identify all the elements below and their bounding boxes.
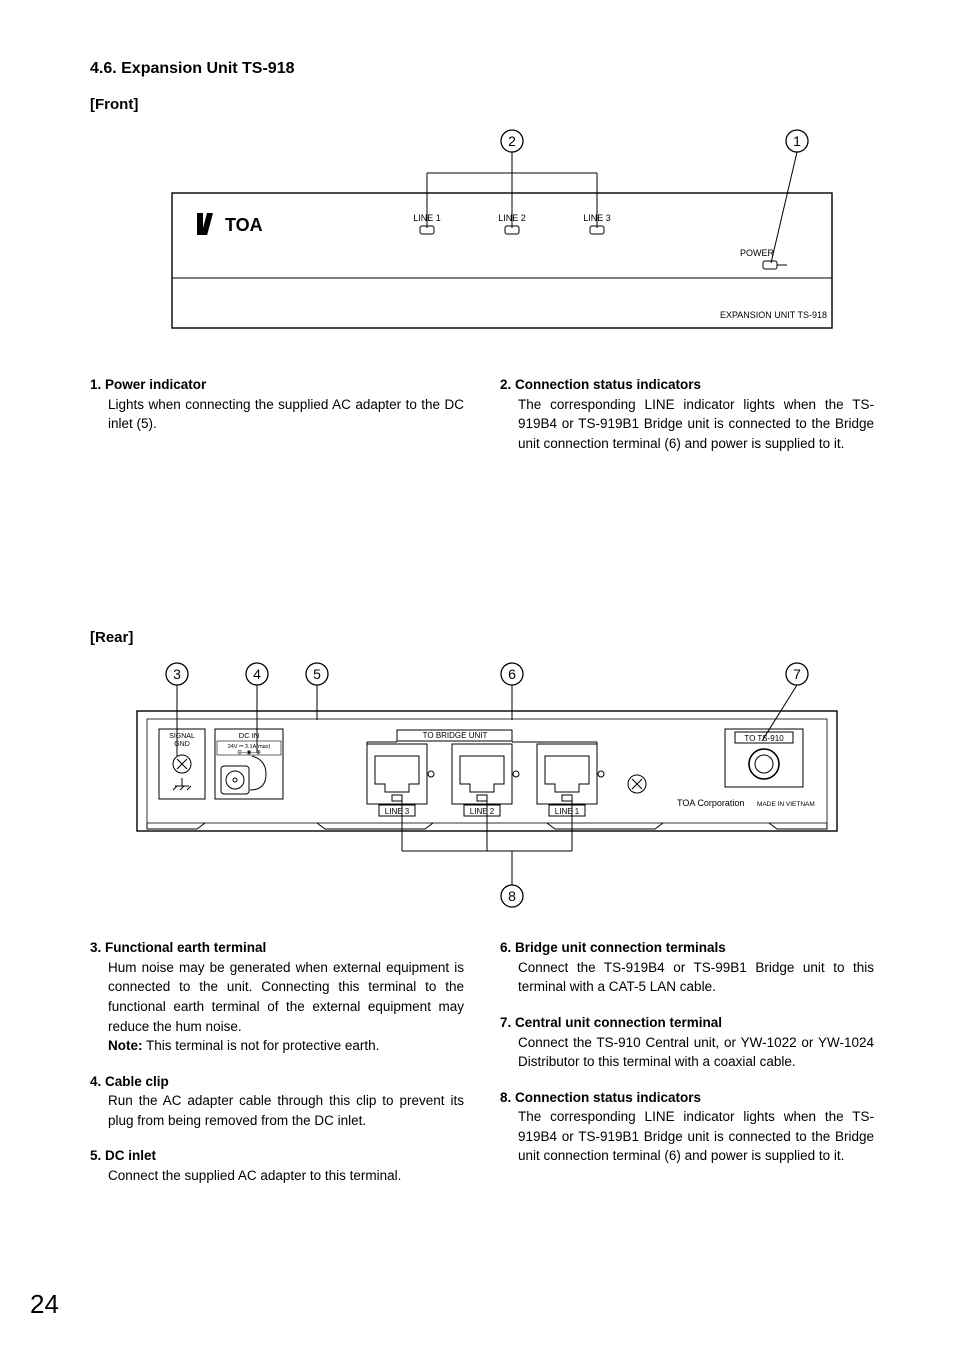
front-label: [Front]	[90, 96, 874, 113]
svg-text:POWER: POWER	[740, 248, 775, 258]
item-3-body: Hum noise may be generated when external…	[90, 958, 464, 1056]
item-2: 2. Connection status indicators The corr…	[500, 375, 874, 453]
svg-text:LINE 3: LINE 3	[583, 213, 611, 223]
svg-text:LINE 1: LINE 1	[555, 807, 580, 816]
svg-text:EXPANSION UNIT TS-918: EXPANSION UNIT TS-918	[720, 310, 827, 320]
item-5-title: 5. DC inlet	[90, 1146, 464, 1166]
item-6: 6. Bridge unit connection terminals Conn…	[500, 938, 874, 997]
item-7-title: 7. Central unit connection terminal	[500, 1013, 874, 1033]
item-2-body: The corresponding LINE indicator lights …	[500, 395, 874, 454]
item-5: 5. DC inlet Connect the supplied AC adap…	[90, 1146, 464, 1185]
svg-text:MADE IN VIETNAM: MADE IN VIETNAM	[757, 801, 815, 808]
item-2-title: 2. Connection status indicators	[500, 375, 874, 395]
item-1-body: Lights when connecting the supplied AC a…	[90, 395, 464, 434]
svg-text:GND: GND	[174, 741, 190, 748]
item-4: 4. Cable clip Run the AC adapter cable t…	[90, 1072, 464, 1131]
item-1-title: 1. Power indicator	[90, 375, 464, 395]
svg-text:TOA Corporation: TOA Corporation	[677, 798, 744, 808]
svg-text:5: 5	[313, 666, 321, 682]
svg-text:2: 2	[508, 133, 516, 149]
item-6-title: 6. Bridge unit connection terminals	[500, 938, 874, 958]
svg-text:TO BRIDGE UNIT: TO BRIDGE UNIT	[423, 731, 488, 740]
svg-text:1: 1	[793, 133, 801, 149]
rear-panel-diagram: 3 4 5 6 7 8 SIGNAL GND	[117, 656, 847, 916]
item-3-note-body: This terminal is not for protective eart…	[143, 1038, 380, 1053]
svg-text:7: 7	[793, 666, 801, 682]
rear-description-columns: 3. Functional earth terminal Hum noise m…	[90, 938, 874, 1201]
item-7: 7. Central unit connection terminal Conn…	[500, 1013, 874, 1072]
svg-text:SIGNAL: SIGNAL	[169, 733, 195, 740]
item-3-note-label: Note:	[108, 1038, 143, 1053]
svg-text:6: 6	[508, 666, 516, 682]
front-description-columns: 1. Power indicator Lights when connectin…	[90, 375, 874, 469]
svg-text:DC IN: DC IN	[239, 731, 259, 740]
item-4-body: Run the AC adapter cable through this cl…	[90, 1091, 464, 1130]
item-6-body: Connect the TS-919B4 or TS-99B1 Bridge u…	[500, 958, 874, 997]
rear-label: [Rear]	[90, 629, 874, 646]
svg-text:4: 4	[253, 666, 261, 682]
svg-text:LINE 2: LINE 2	[470, 807, 495, 816]
item-8: 8. Connection status indicators The corr…	[500, 1088, 874, 1166]
item-7-body: Connect the TS-910 Central unit, or YW-1…	[500, 1033, 874, 1072]
svg-text:⊖─◉─⊕: ⊖─◉─⊕	[237, 750, 261, 756]
item-3: 3. Functional earth terminal Hum noise m…	[90, 938, 464, 1055]
svg-text:8: 8	[508, 888, 516, 904]
page-number: 24	[30, 1289, 59, 1320]
item-4-title: 4. Cable clip	[90, 1072, 464, 1092]
item-8-body: The corresponding LINE indicator lights …	[500, 1107, 874, 1166]
front-panel-diagram: 2 1 TOA LINE 1 LINE 2 LINE 3 POWER EXPAN…	[117, 123, 847, 353]
section-title: 4.6. Expansion Unit TS-918	[90, 60, 874, 78]
svg-text:LINE 1: LINE 1	[413, 213, 441, 223]
item-3-title: 3. Functional earth terminal	[90, 938, 464, 958]
svg-text:3: 3	[173, 666, 181, 682]
item-8-title: 8. Connection status indicators	[500, 1088, 874, 1108]
item-1: 1. Power indicator Lights when connectin…	[90, 375, 464, 434]
svg-text:LINE 3: LINE 3	[385, 807, 410, 816]
svg-text:LINE 2: LINE 2	[498, 213, 526, 223]
svg-text:TOA: TOA	[225, 215, 263, 235]
svg-text:TO TS-910: TO TS-910	[744, 734, 784, 743]
item-5-body: Connect the supplied AC adapter to this …	[90, 1166, 464, 1186]
